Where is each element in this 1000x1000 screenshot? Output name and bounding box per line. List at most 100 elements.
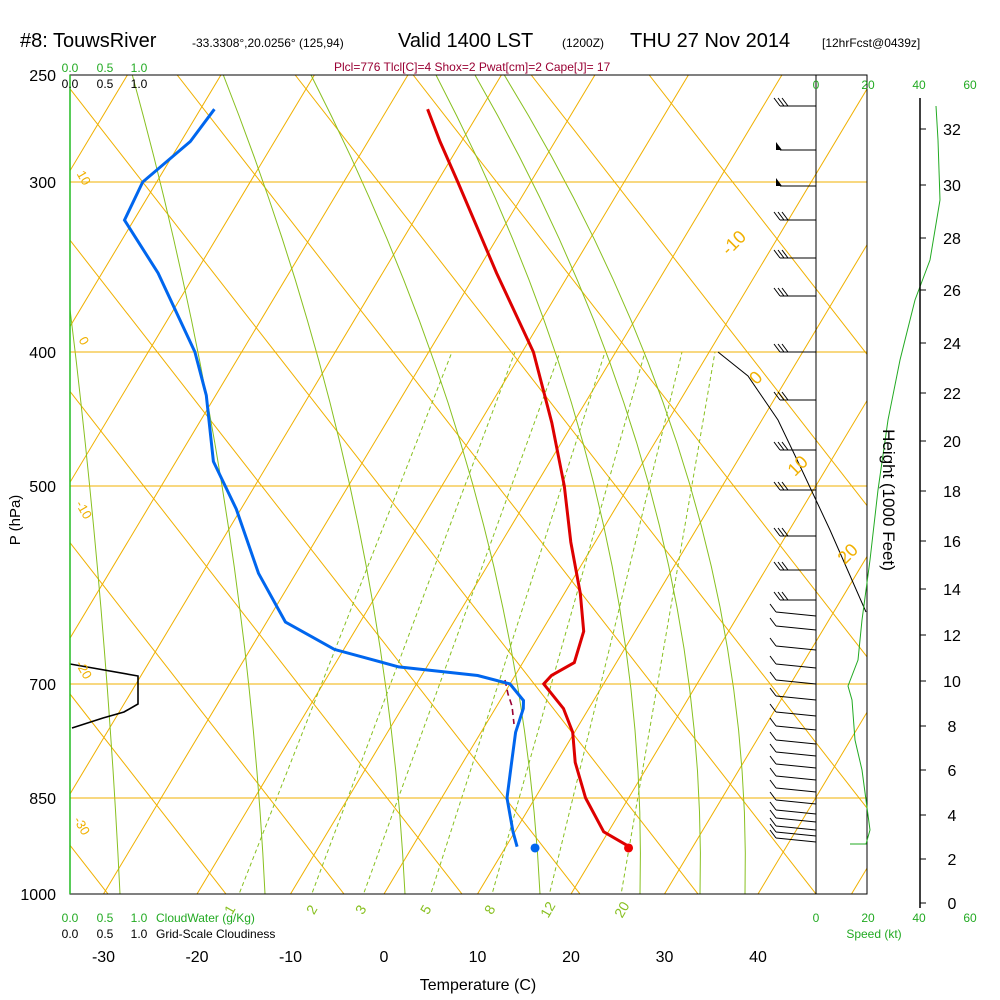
wind-barb [769,687,817,701]
isotherm-label-left: -20 [73,658,95,682]
wind-barb-feather [773,211,781,221]
speed-scale-bottom: 60 [963,911,977,925]
wind-barb-staff [775,837,817,843]
pressure-tick-label: 850 [29,791,56,808]
surface-dewpoint-marker [530,843,540,853]
wind-barb-feather [781,527,789,537]
moist-adiabat-line [70,305,121,894]
mixing-ratio-label: 5 [417,902,435,917]
mixing-ratio-line [430,351,606,894]
wind-barb-feather [777,343,785,353]
wind-barb-feather [777,527,785,537]
x-tick-label: -30 [92,949,115,966]
wind-barb-feather [769,731,777,741]
wind-barb [769,703,817,717]
cloudiness-scale-top: 0.0 [62,77,79,91]
wind-barb [773,527,816,537]
height-tick-label: 24 [943,336,961,353]
pressure-tick-label: 300 [29,175,56,192]
isotherm-line [70,75,222,328]
moist-adiabat-line [222,75,406,894]
x-tick-label: 40 [749,949,767,966]
isotherm-line [70,75,315,484]
isotherm-line [196,75,689,894]
wind-barb [769,791,817,805]
height-tick-label: 20 [943,434,961,451]
mixing-ratio-label: 2 [303,902,321,917]
wind-barb [769,743,817,757]
stability-indices: Plcl=776 Tlcl[C]=4 Shox=2 Pwat[cm]=2 Cap… [334,60,611,74]
wind-barb-staff [775,763,817,769]
x-tick-label: 20 [562,949,580,966]
dry-adiabat-line [70,541,345,894]
wind-barb-feather [773,481,781,491]
cloudiness-scale-top: 0.5 [97,77,114,91]
isotherm-label-left: -10 [73,498,95,522]
cloudwater-scale-bottom: 1.0 [131,911,148,925]
valid-date: THU 27 Nov 2014 [630,30,791,52]
wind-barb-feather [777,391,785,401]
isotherm-line [757,711,867,894]
isotherm-label-left: -30 [71,814,93,838]
wind-barb-feather [781,343,789,353]
isotherm-line [70,75,128,172]
wind-barb-feather [777,441,785,451]
isotherm-label-left: 0 [76,334,93,348]
isotherm-line [383,88,867,894]
isotherm-line [70,75,502,795]
isotherm-label: 10 [784,452,812,480]
wind-barb-staff [775,787,817,793]
wind-barb [769,637,817,651]
surface-temperature-marker [624,843,634,853]
isotherm-line [851,867,867,894]
wind-barb-feather [769,603,777,613]
cloudiness-scale-top: 1.0 [131,77,148,91]
auxiliary-scales: 0.0 0.5 1.0 0.0 0.5 1.0 0.0 0.5 1.0 0.0 0.5 1.0 Clou… [62,61,977,941]
wind-barb-feather [781,481,789,491]
wind-barb-feather [777,561,785,571]
wind-barb-feather [769,671,777,681]
wind-barb [769,817,817,831]
wind-barb-feather [781,287,789,297]
wind-barb-feather [781,249,789,259]
valid-time: Valid 1400 LST [398,30,534,52]
station-coords: -33.3308°,20.0256° (125,94) [192,36,344,50]
height-tick-label: 6 [948,763,957,780]
temperature-profile [426,108,631,848]
wind-barb [769,603,817,617]
moist-adiabat-line [131,75,266,894]
cloudwater-scale-top: 1.0 [131,61,148,75]
isotherm-lines [70,75,867,894]
wind-barb-feather [773,249,781,259]
isotherm-labels: -10 0 10 20 10 0 -10 -20 -30 [71,168,862,838]
cloudiness-scale-bottom: 0.5 [97,927,114,941]
cloudiness-scale-bottom: 1.0 [131,927,148,941]
wind-barb [769,823,817,837]
y-axis-label: P (hPa) [7,495,24,546]
wind-barb [776,142,816,151]
dry-adiabat-line [294,75,867,809]
mixing-ratio-line [238,351,453,894]
pressure-tick-label: 250 [29,68,56,85]
wind-barb-feather [777,287,785,297]
wind-barb-staff [775,663,817,669]
wind-barb-feather [769,655,777,665]
height-tick-label: 18 [943,484,961,501]
dry-adiabat-line [70,239,581,894]
wind-barb [769,767,817,781]
x-tick-label: 30 [656,949,674,966]
wind-barb [776,178,816,187]
cloudwater-scale-top: 0.0 [62,61,79,75]
cloudwater-scale-bottom: 0.0 [62,911,79,925]
height-tick-label: 8 [948,719,957,736]
pressure-tick-label: 400 [29,345,56,362]
height-tick-label: 4 [948,808,957,825]
cloudwater-scale-bottom: 0.5 [97,911,114,925]
plot-frame [69,74,868,895]
wind-barb-feather [769,617,777,627]
isotherm-line [290,75,783,894]
mixing-ratio-labels: 1 2 3 5 8 12 20 [221,899,633,921]
wind-barb [773,441,816,451]
wind-barb-feather [769,743,777,753]
